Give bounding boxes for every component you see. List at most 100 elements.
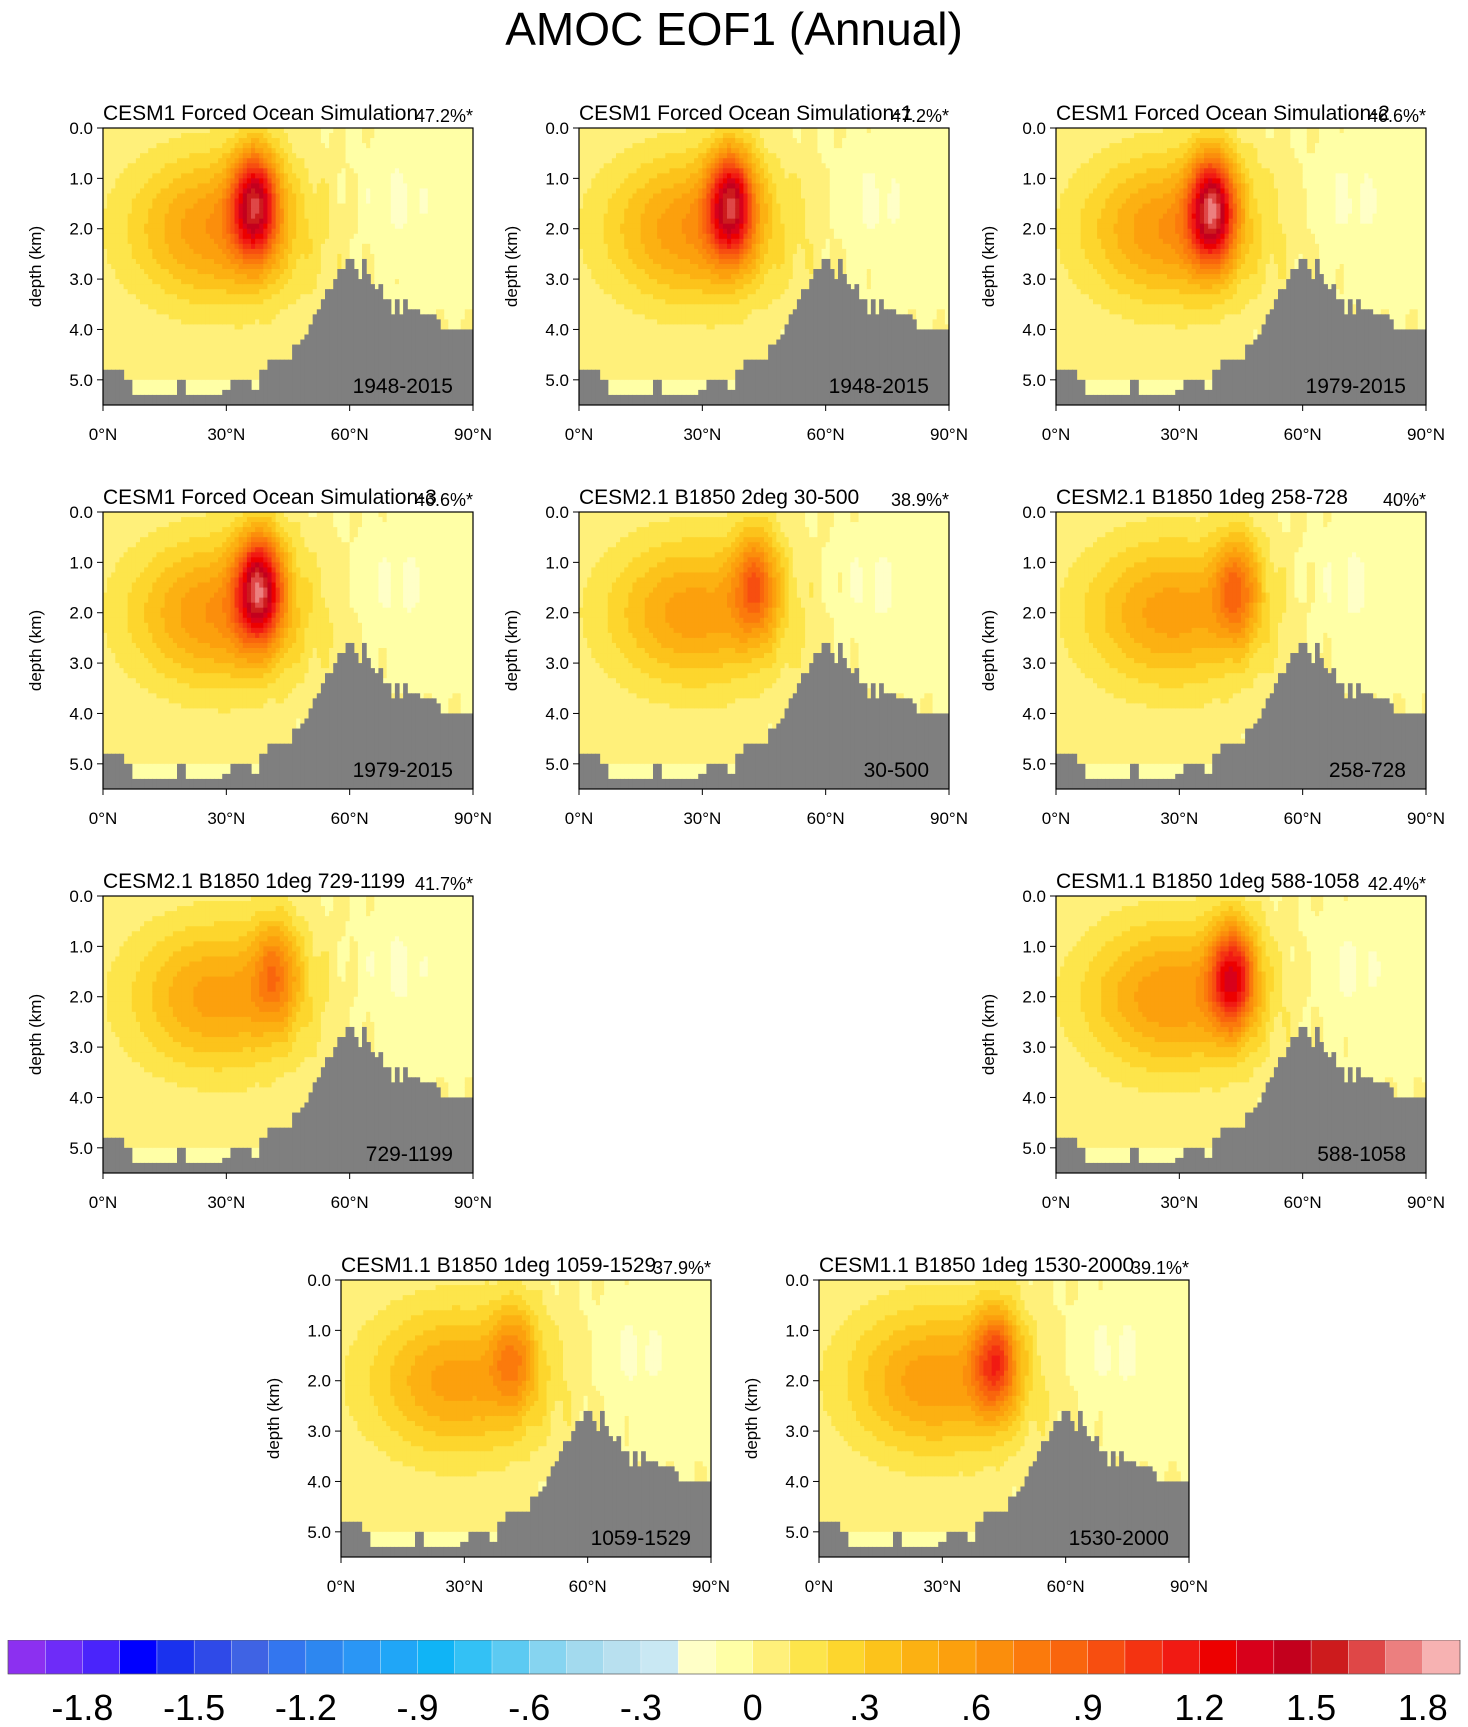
field-cell <box>423 148 429 154</box>
field-cell <box>325 279 330 285</box>
field-cell <box>394 208 400 215</box>
field-cell <box>123 269 129 275</box>
field-cell <box>185 143 190 149</box>
field-cell <box>308 294 314 300</box>
field-cell <box>275 274 281 280</box>
field-cell <box>164 148 170 154</box>
field-cell <box>325 228 330 235</box>
field-cell <box>164 289 170 295</box>
field-cell <box>394 263 400 270</box>
field-cell <box>172 243 178 250</box>
field-cell <box>419 233 425 240</box>
field-cell <box>222 263 227 270</box>
field-cell <box>460 138 466 144</box>
field-cell <box>111 228 116 235</box>
field-cell <box>320 213 326 220</box>
field-cell <box>431 198 437 205</box>
field-cell <box>333 143 338 149</box>
field-cell <box>267 158 273 164</box>
field-cell <box>115 329 121 336</box>
field-cell <box>181 218 186 225</box>
field-cell <box>172 269 178 275</box>
field-cell <box>292 128 297 134</box>
field-cell <box>205 349 211 356</box>
field-cell <box>279 133 285 139</box>
field-cell <box>275 299 281 305</box>
field-cell <box>267 138 273 144</box>
field-cell <box>419 284 425 290</box>
field-cell <box>300 213 306 220</box>
field-cell <box>201 218 207 225</box>
field-cell <box>156 359 162 366</box>
bathymetry-bar <box>127 379 133 405</box>
field-cell <box>140 243 145 250</box>
field-cell <box>164 168 170 174</box>
field-cell <box>255 314 260 320</box>
field-cell <box>275 253 281 260</box>
field-cell <box>111 334 116 341</box>
field-cell <box>189 289 195 295</box>
field-cell <box>115 223 121 230</box>
field-cell <box>226 258 232 265</box>
field-cell <box>115 304 121 310</box>
field-cell <box>185 269 190 275</box>
field-cell <box>308 243 314 250</box>
field-cell <box>300 148 306 154</box>
field-cell <box>197 128 203 134</box>
field-cell <box>119 198 125 205</box>
field-cell <box>444 173 449 179</box>
field-cell <box>218 349 223 356</box>
field-cell <box>144 374 149 381</box>
field-cell <box>218 354 223 361</box>
field-cell <box>271 304 277 310</box>
field-cell <box>275 183 281 190</box>
field-cell <box>172 319 178 326</box>
field-cell <box>214 258 219 265</box>
field-cell <box>411 253 417 260</box>
field-cell <box>103 269 108 275</box>
field-cell <box>296 339 301 346</box>
field-cell <box>230 138 236 144</box>
field-cell <box>119 128 125 134</box>
field-cell <box>214 198 219 205</box>
field-cell <box>316 248 322 255</box>
field-cell <box>464 138 470 144</box>
field-cell <box>325 143 330 149</box>
field-cell <box>316 258 322 265</box>
field-cell <box>263 168 269 174</box>
field-cell <box>135 158 141 164</box>
field-cell <box>316 218 322 225</box>
field-cell <box>279 238 285 245</box>
field-cell <box>329 193 334 200</box>
field-cell <box>460 258 466 265</box>
field-cell <box>341 228 347 235</box>
field-cell <box>246 349 252 356</box>
field-cell <box>168 284 174 290</box>
field-cell <box>135 289 141 295</box>
field-cell <box>271 274 277 280</box>
field-cell <box>119 248 125 255</box>
field-cell <box>144 354 149 361</box>
field-cell <box>103 274 108 280</box>
field-cell <box>115 269 121 275</box>
field-cell <box>320 223 326 230</box>
field-cell <box>160 269 166 275</box>
field-cell <box>226 158 232 164</box>
field-cell <box>135 334 141 341</box>
field-cell <box>234 128 240 134</box>
field-cell <box>456 138 462 144</box>
field-cell <box>209 248 215 255</box>
field-cell <box>423 143 429 149</box>
field-cell <box>448 148 454 154</box>
field-cell <box>164 344 170 351</box>
field-cell <box>234 178 240 184</box>
field-cell <box>185 243 190 250</box>
field-cell <box>201 158 207 164</box>
field-cell <box>230 359 236 366</box>
field-cell <box>160 183 166 190</box>
field-cell <box>218 384 223 391</box>
field-cell <box>296 228 301 235</box>
field-cell <box>156 198 162 205</box>
field-cell <box>135 218 141 225</box>
field-cell <box>431 309 437 315</box>
